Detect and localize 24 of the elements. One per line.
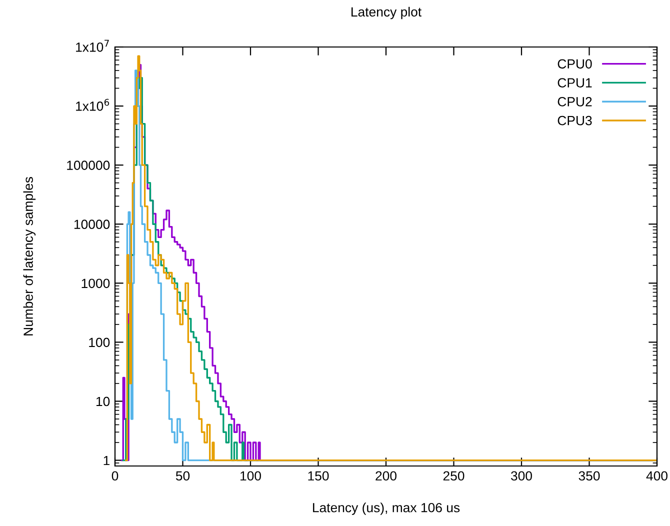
legend-label: CPU0: [558, 59, 592, 69]
x-tick-label: 0: [112, 471, 118, 481]
x-tick-label: 250: [443, 471, 464, 481]
x-tick-label: 200: [376, 471, 396, 481]
x-tick-label: 350: [578, 471, 600, 481]
y-tick-label: 10: [96, 396, 110, 406]
x-tick-label: 400: [646, 471, 668, 481]
legend-label: CPU3: [558, 116, 592, 126]
legend-label: CPU2: [558, 97, 592, 106]
y-axis-title: Number of latency samples: [23, 177, 36, 336]
y-tick-label: 100000: [67, 160, 110, 170]
legend-label: CPU1: [558, 78, 592, 88]
x-tick-label: 50: [176, 471, 190, 481]
x-tick-label: 150: [308, 471, 329, 481]
y-tick-label: 10000: [74, 220, 110, 230]
x-tick-label: 300: [510, 471, 532, 481]
y-tick-label: 1x10$^{6}$: [76, 98, 110, 111]
chart-title: Latency plot: [352, 6, 422, 20]
x-axis-title: Latency (us), max 106 us: [313, 502, 460, 515]
y-tick-label: 100: [89, 338, 110, 348]
y-tick-label: 1: [104, 456, 110, 466]
x-tick-label: 100: [240, 471, 261, 481]
y-tick-label: 1x10$^{7}$: [76, 40, 109, 52]
y-tick-label: 1000: [82, 278, 110, 288]
